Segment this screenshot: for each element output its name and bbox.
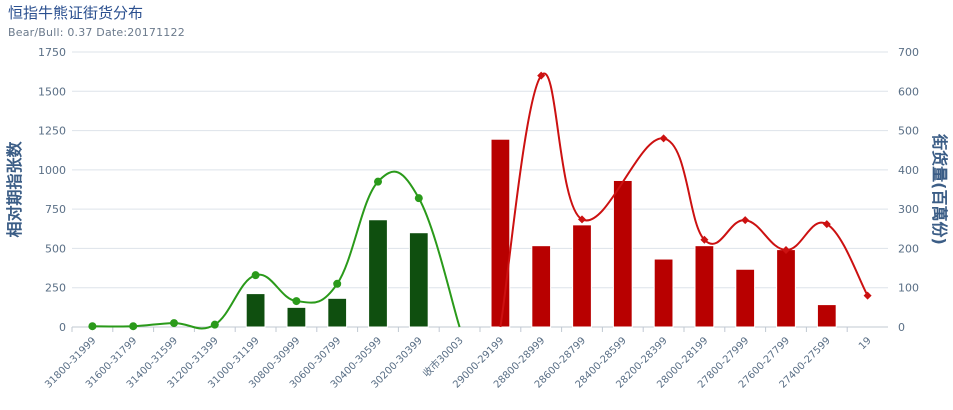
bear-point bbox=[822, 220, 831, 229]
bear-line bbox=[499, 72, 869, 328]
right-y-tick-label: 600 bbox=[898, 85, 919, 98]
bear-bar bbox=[653, 258, 674, 328]
bull-bar bbox=[245, 293, 266, 328]
right-y-tick-label: 200 bbox=[898, 242, 919, 255]
bull-point bbox=[251, 271, 260, 280]
bull-point bbox=[333, 279, 342, 288]
right-y-tick-label: 100 bbox=[898, 282, 919, 295]
bear-point bbox=[537, 71, 546, 80]
left-axis-title: 相对期指张数 bbox=[5, 141, 24, 238]
bear-point bbox=[863, 291, 872, 300]
left-y-tick-label: 750 bbox=[45, 203, 66, 216]
bull-bar bbox=[327, 297, 348, 328]
bear-point bbox=[659, 134, 668, 143]
bull-point bbox=[292, 297, 301, 306]
left-y-tick-label: 1500 bbox=[38, 85, 66, 98]
left-y-tick-label: 1000 bbox=[38, 164, 66, 177]
bull-point bbox=[414, 194, 423, 203]
bull-point bbox=[374, 177, 382, 186]
x-tick-label: 19 bbox=[857, 335, 874, 352]
left-y-tick-label: 1250 bbox=[38, 125, 66, 138]
bear-bar bbox=[612, 179, 633, 328]
chart-title: 恒指牛熊证街货分布 bbox=[8, 4, 144, 22]
bear-point bbox=[782, 246, 790, 254]
left-y-tick-label: 500 bbox=[45, 242, 66, 255]
bear-point bbox=[741, 216, 750, 225]
bear-bar bbox=[776, 249, 796, 328]
bull-bar bbox=[408, 232, 429, 328]
bull-point bbox=[88, 322, 97, 331]
bear-point bbox=[578, 215, 586, 224]
right-y-tick-label: 300 bbox=[898, 203, 919, 216]
left-y-tick-label: 0 bbox=[59, 321, 66, 334]
bear-bar bbox=[490, 138, 511, 328]
bull-bar bbox=[286, 306, 307, 328]
bear-point bbox=[700, 235, 709, 244]
bear-bar bbox=[694, 245, 715, 328]
bear-bar bbox=[531, 245, 552, 328]
right-axis-title: 街货量(百萬份) bbox=[930, 133, 949, 245]
x-tick-label: 收市30003 bbox=[420, 334, 466, 380]
bull-point bbox=[129, 322, 138, 331]
bull-line bbox=[92, 170, 461, 330]
right-y-tick-label: 700 bbox=[898, 46, 919, 59]
right-y-tick-label: 400 bbox=[898, 164, 919, 177]
bear-bar bbox=[572, 224, 592, 328]
left-y-tick-label: 250 bbox=[45, 282, 66, 295]
chart-subtitle: Bear/Bull: 0.37 Date:20171122 bbox=[8, 26, 185, 39]
bull-point bbox=[170, 319, 178, 328]
bear-bar bbox=[735, 268, 756, 328]
right-y-tick-label: 0 bbox=[898, 321, 905, 334]
bull-point bbox=[210, 320, 219, 329]
left-y-tick-label: 1750 bbox=[38, 46, 66, 59]
bear-bar bbox=[816, 304, 837, 328]
bull-bar bbox=[368, 219, 388, 328]
right-y-tick-label: 500 bbox=[898, 125, 919, 138]
